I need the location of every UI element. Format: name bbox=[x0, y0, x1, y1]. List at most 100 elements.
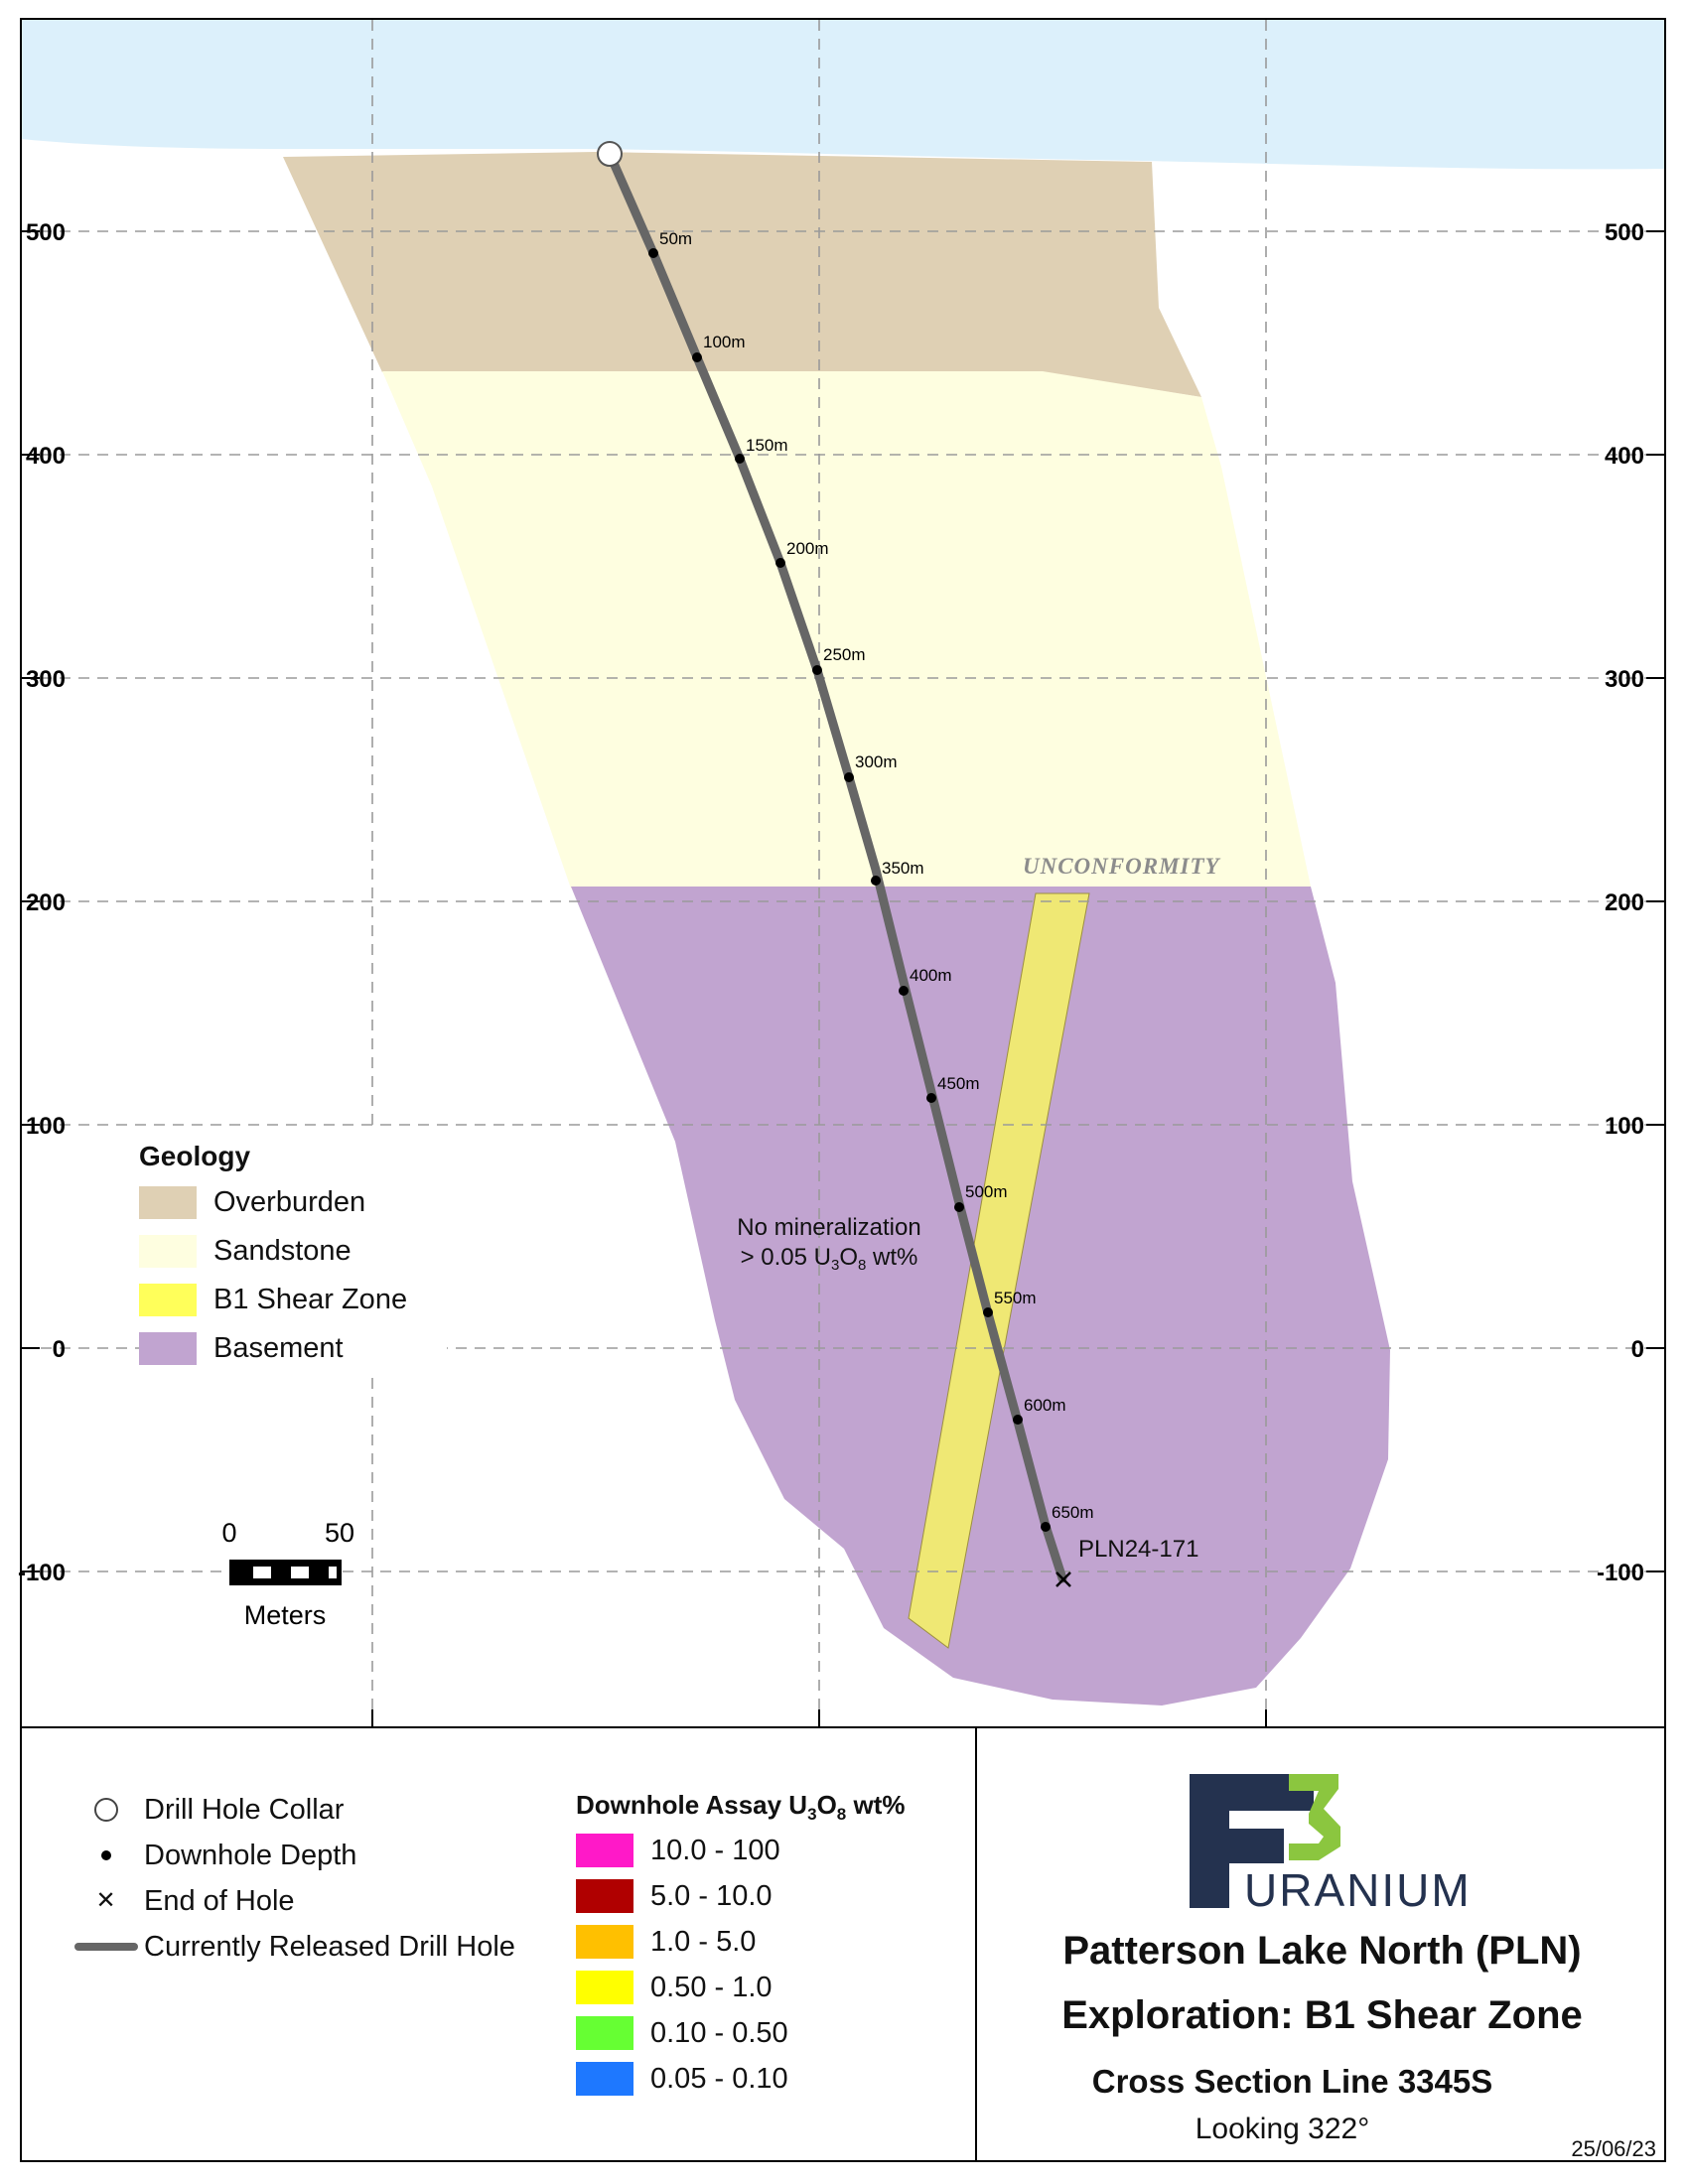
dot-icon bbox=[100, 1850, 111, 1860]
sandstone-swatch bbox=[139, 1235, 197, 1268]
y-label: 300 bbox=[26, 666, 66, 693]
scale-bar: 0 50 Meters bbox=[221, 1518, 354, 1630]
overburden-swatch bbox=[139, 1186, 197, 1219]
legend-label: Overburden bbox=[213, 1186, 366, 1218]
legend-label: 1.0 - 5.0 bbox=[650, 1925, 757, 1958]
depth-dot bbox=[692, 352, 702, 362]
x-mark-icon: ✕ bbox=[95, 1887, 116, 1914]
depth-dot bbox=[812, 665, 822, 675]
shear-zone-swatch bbox=[139, 1284, 197, 1316]
assay-swatch bbox=[576, 1971, 633, 2004]
sandstone-layer bbox=[382, 371, 1311, 888]
overburden-layer bbox=[283, 152, 1201, 397]
geology-legend-item: B1 Shear Zone bbox=[139, 1276, 437, 1324]
depth-label: 150m bbox=[746, 436, 788, 455]
y-label: -100 bbox=[1597, 1560, 1644, 1586]
depth-label: 450m bbox=[937, 1074, 980, 1093]
symbol-legend-item: ✕ End of Hole bbox=[68, 1878, 515, 1924]
y-label: 200 bbox=[1605, 889, 1644, 916]
geology-legend-title: Geology bbox=[139, 1141, 251, 1171]
depth-dot bbox=[648, 248, 658, 258]
legend-label: 0.05 - 0.10 bbox=[650, 2062, 788, 2095]
f3-uranium-logo: URANIUM bbox=[1190, 1774, 1472, 1908]
assay-legend-item: 0.05 - 0.10 bbox=[576, 2056, 906, 2102]
legend-label: B1 Shear Zone bbox=[213, 1284, 408, 1315]
y-label: 200 bbox=[26, 889, 66, 916]
scale-bar-units: Meters bbox=[244, 1600, 327, 1630]
legend-label: 0.50 - 1.0 bbox=[650, 1971, 773, 2003]
symbol-legend-item: Drill Hole Collar bbox=[68, 1787, 515, 1833]
depth-label: 300m bbox=[855, 752, 898, 771]
depth-dot bbox=[899, 986, 909, 996]
assay-legend: Downhole Assay U3O8 wt% 10.0 - 100 5.0 -… bbox=[576, 1782, 906, 2102]
depth-labels: 50m 100m 150m 200m 250m 300m 350m 400m 4… bbox=[659, 229, 1094, 1522]
geology-legend: Geology Overburden Sandstone B1 Shear Zo… bbox=[139, 1127, 447, 1377]
y-label: 400 bbox=[1605, 443, 1644, 470]
open-circle-icon bbox=[93, 1798, 118, 1822]
depth-dot bbox=[871, 876, 881, 886]
depth-dot bbox=[954, 1202, 964, 1212]
assay-swatch bbox=[576, 1925, 633, 1959]
legend-label: End of Hole bbox=[144, 1884, 295, 1917]
axis-ticks bbox=[22, 230, 1664, 1727]
legend-label: 10.0 - 100 bbox=[650, 1834, 780, 1866]
symbol-legend-item: Downhole Depth bbox=[68, 1833, 515, 1878]
water-body bbox=[22, 20, 1664, 170]
assay-swatch bbox=[576, 2062, 633, 2096]
depth-label: 650m bbox=[1052, 1503, 1094, 1522]
depth-label: 600m bbox=[1024, 1396, 1066, 1415]
y-label: 100 bbox=[26, 1113, 66, 1140]
depth-label: 200m bbox=[786, 539, 829, 558]
b1-shear-zone bbox=[908, 892, 1090, 1649]
depth-dot bbox=[844, 772, 854, 782]
depth-dot bbox=[1013, 1415, 1023, 1425]
logo-text: URANIUM bbox=[1244, 1864, 1472, 1908]
no-mineralization-note-line2: > 0.05 U3O8 wt% bbox=[741, 1244, 918, 1274]
y-label: -100 bbox=[18, 1560, 66, 1586]
title-line-3: Cross Section Line 3345S bbox=[1091, 2063, 1493, 2100]
title-line-1: Patterson Lake North (PLN) bbox=[1062, 1929, 1582, 1973]
legend-label: Currently Released Drill Hole bbox=[144, 1930, 515, 1963]
assay-legend-item: 0.50 - 1.0 bbox=[576, 1965, 906, 2010]
logo-f-shape bbox=[1190, 1774, 1314, 1908]
assay-swatch bbox=[576, 1879, 633, 1913]
depth-label: 400m bbox=[910, 966, 952, 985]
depth-dot bbox=[735, 454, 745, 464]
map-date: 25/06/23 bbox=[1571, 2136, 1656, 2161]
geology-legend-item: Sandstone bbox=[139, 1227, 437, 1276]
drill-hole-name: PLN24-171 bbox=[1078, 1536, 1198, 1563]
map-frame bbox=[20, 18, 1666, 2162]
unconformity-label: UNCONFORMITY bbox=[1023, 854, 1221, 879]
assay-legend-item: 10.0 - 100 bbox=[576, 1828, 906, 1873]
depth-label: 500m bbox=[965, 1182, 1008, 1201]
y-axis-labels-left: 500 400 300 200 100 0 -100 bbox=[18, 219, 66, 1586]
thick-line-icon bbox=[73, 1943, 138, 1951]
y-label: 0 bbox=[53, 1336, 66, 1363]
title-line-2: Exploration: B1 Shear Zone bbox=[1061, 1993, 1583, 2037]
depth-label: 100m bbox=[703, 333, 746, 351]
end-of-hole-marker bbox=[1055, 1571, 1071, 1587]
scale-bar-zero: 0 bbox=[221, 1518, 236, 1548]
y-axis-labels-right: 500 400 300 200 100 0 -100 bbox=[1597, 219, 1644, 1586]
assay-legend-title: Downhole Assay U3O8 wt% bbox=[576, 1790, 906, 1825]
assay-legend-item: 0.10 - 0.50 bbox=[576, 2010, 906, 2056]
legend-label: 5.0 - 10.0 bbox=[650, 1879, 773, 1912]
y-label: 0 bbox=[1631, 1336, 1644, 1363]
basement-swatch bbox=[139, 1332, 197, 1365]
legend-label: Sandstone bbox=[213, 1235, 352, 1267]
no-mineralization-note-line1: No mineralization bbox=[737, 1214, 920, 1241]
legend-label: Downhole Depth bbox=[144, 1839, 357, 1871]
geology-legend-item: Basement bbox=[139, 1324, 437, 1373]
symbol-legend: Drill Hole Collar Downhole Depth ✕ End o… bbox=[68, 1787, 515, 1970]
depth-label: 350m bbox=[882, 859, 924, 878]
scale-bar-fifty: 50 bbox=[325, 1518, 354, 1548]
logo-3-shape bbox=[1289, 1774, 1340, 1860]
assay-legend-item: 1.0 - 5.0 bbox=[576, 1919, 906, 1965]
looking-direction: Looking 322° bbox=[1195, 2113, 1370, 2145]
y-label: 300 bbox=[1605, 666, 1644, 693]
assay-swatch bbox=[576, 1834, 633, 1867]
geology-legend-item: Overburden bbox=[139, 1178, 437, 1227]
depth-dot bbox=[1041, 1522, 1051, 1532]
legend-label: Drill Hole Collar bbox=[144, 1793, 345, 1826]
